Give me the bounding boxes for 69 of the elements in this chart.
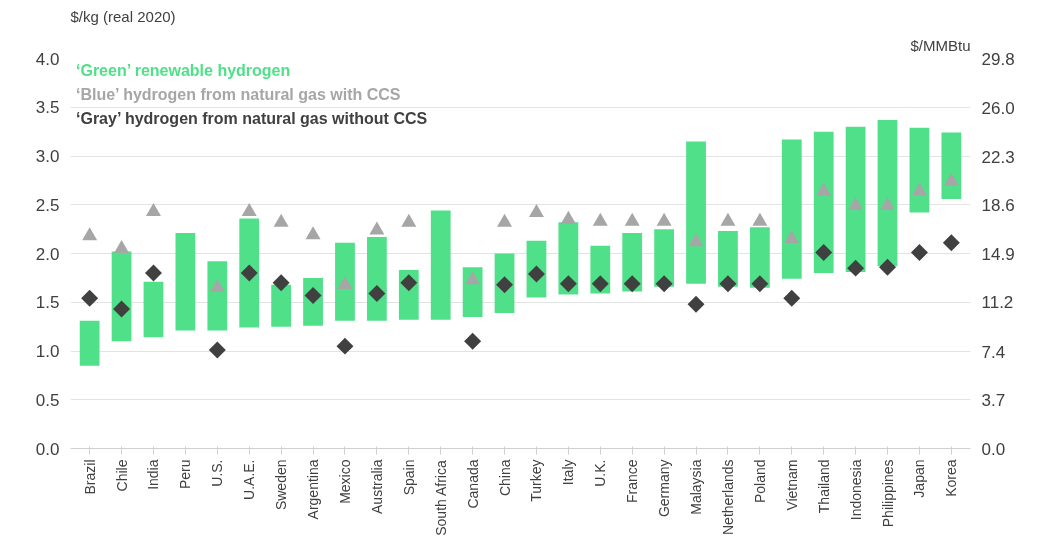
- bar: [239, 218, 260, 328]
- bar: [941, 132, 962, 199]
- x-tick-label: Spain: [400, 459, 417, 496]
- x-tick-label: U.A.E.: [241, 459, 258, 500]
- x-tick-label: Chile: [113, 459, 130, 492]
- bar: [909, 127, 930, 213]
- x-tick-label: Malaysia: [688, 459, 705, 515]
- y-axis-title: $/kg (real 2020): [70, 7, 176, 25]
- x-tick-label: Indonesia: [847, 459, 864, 521]
- y2-tick-label: 7.4: [981, 342, 1006, 362]
- y2-tick-label: 14.9: [981, 244, 1015, 264]
- x-tick-label: Netherlands: [719, 459, 736, 535]
- y-tick-label: 2.0: [35, 244, 60, 264]
- x-tick-label: Italy: [560, 459, 577, 486]
- bar: [877, 119, 898, 267]
- text: ‘Blue’ hydrogen from natural gas with CCS: [76, 86, 401, 104]
- x-tick-label: Sweden: [273, 459, 290, 511]
- x-tick-label: Mexico: [336, 459, 353, 504]
- bar: [143, 281, 164, 338]
- x-tick-label: Argentina: [305, 459, 322, 520]
- x-tick-label: Brazil: [81, 459, 98, 495]
- y-tick-label: 1.0: [35, 342, 60, 361]
- x-tick-label: Poland: [751, 459, 768, 504]
- x-tick-label: Japan: [911, 459, 928, 498]
- y-tick-label: 3.0: [35, 147, 60, 166]
- x-tick-label: Thailand: [815, 459, 832, 514]
- y2-tick-label: 22.3: [981, 147, 1015, 167]
- y2-tick-label: 18.6: [981, 196, 1015, 216]
- x-tick-label: Australia: [368, 459, 385, 514]
- text: ‘Gray’ hydrogen from natural gas without CCS: [76, 110, 428, 128]
- y-tick-label: 3.5: [35, 98, 60, 118]
- text: ‘Green’ renewable hydrogen: [76, 62, 291, 80]
- bar: [781, 139, 802, 279]
- y-tick-label: 4.0: [35, 49, 60, 69]
- x-tick-label: Germany: [656, 459, 673, 518]
- x-tick-label: India: [145, 459, 162, 490]
- bar: [686, 141, 706, 284]
- x-tick-label: Peru: [177, 459, 194, 490]
- y2-tick-label: 11.2: [981, 292, 1014, 312]
- y2-tick-label: 3.7: [981, 391, 1006, 411]
- y2-tick-label: 0.0: [981, 439, 1006, 459]
- bar: [271, 284, 292, 327]
- bar: [430, 210, 451, 320]
- x-tick-label: U.S.: [209, 459, 226, 487]
- bar: [366, 236, 387, 321]
- y2-tick-label: 26.0: [981, 99, 1015, 119]
- y-tick-label: 0.5: [35, 390, 60, 410]
- x-tick-label: France: [624, 459, 641, 504]
- bar: [813, 131, 834, 273]
- y-tick-label: 1.5: [35, 293, 60, 313]
- x-tick-label: U.K.: [592, 459, 609, 487]
- y2-axis-title: $/MMBtu: [910, 36, 971, 54]
- x-tick-label: Vietnam: [783, 459, 800, 511]
- x-tick-label: Korea: [943, 459, 960, 497]
- bar: [79, 320, 100, 366]
- y2-tick-label: 29.8: [981, 49, 1015, 69]
- x-tick-label: Canada: [464, 459, 481, 509]
- bar: [335, 242, 355, 321]
- x-tick-label: South Africa: [432, 460, 449, 536]
- bar: [207, 261, 228, 331]
- bar: [175, 233, 196, 331]
- y-tick-label: 0.0: [35, 439, 60, 459]
- bar: [111, 251, 132, 342]
- x-tick-label: China: [496, 459, 513, 497]
- y-tick-label: 2.5: [35, 195, 60, 215]
- x-tick-label: Philippines: [879, 459, 896, 528]
- bar: [845, 126, 866, 273]
- bar: [654, 229, 675, 287]
- x-tick-label: Turkey: [528, 459, 545, 502]
